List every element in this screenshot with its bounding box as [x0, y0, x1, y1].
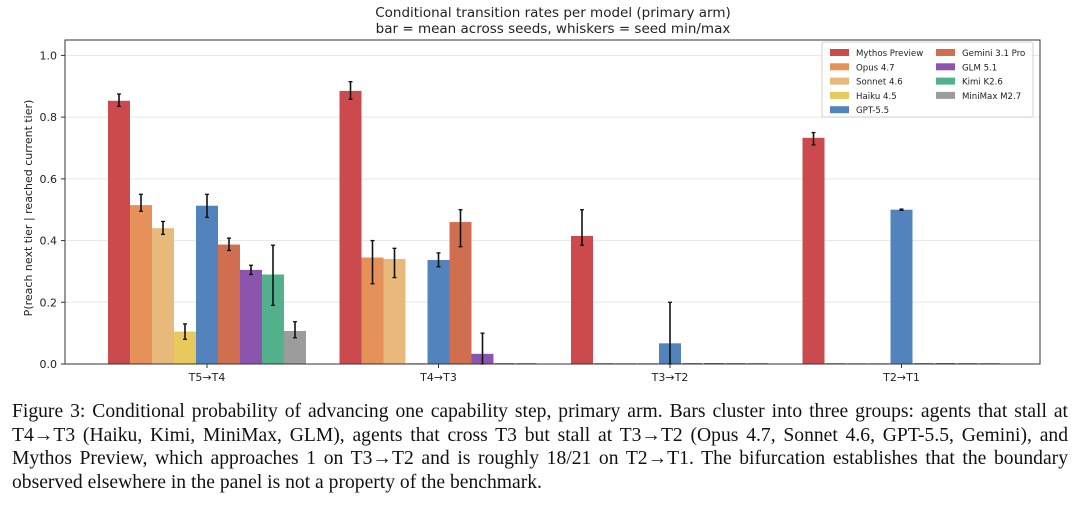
legend-box: [821, 41, 1034, 118]
bar: [361, 257, 384, 364]
y-tick-label: 0.8: [40, 111, 58, 124]
legend-label: Mythos Preview: [856, 49, 923, 59]
chart-title: Conditional transition rates per model (…: [375, 5, 731, 21]
bar: [240, 269, 262, 364]
legend-swatch: [830, 49, 849, 56]
bar-chart: Conditional transition rates per model (…: [22, 5, 1041, 384]
legend-label: Haiku 4.5: [856, 92, 897, 102]
bar: [284, 330, 306, 364]
bar: [130, 205, 152, 364]
legend-label: Gemini 3.1 Pro: [962, 49, 1025, 59]
bar: [383, 259, 406, 364]
bar: [449, 222, 472, 364]
y-tick-label: 0.4: [40, 235, 58, 248]
x-tick-label: T3→T2: [651, 371, 689, 384]
legend-swatch: [830, 63, 849, 71]
legend-label: MiniMax M2.7: [962, 92, 1021, 102]
y-tick-label: 0.2: [40, 296, 58, 309]
chart-subtitle: bar = mean across seeds, whiskers = seed…: [376, 21, 731, 37]
legend-label: Kimi K2.6: [962, 78, 1003, 88]
bar: [890, 209, 913, 364]
bar: [218, 244, 240, 364]
axes: 0.0 0.2 0.4 0.6 0.8 1.0 T5→T4 T4→T3 T3→T2 T2→T1: [40, 39, 1041, 384]
x-tick-label: T4→T3: [419, 371, 457, 384]
legend-swatch: [830, 77, 849, 85]
x-tick-label: T2→T1: [882, 371, 920, 384]
figure-caption: Figure 3: Conditional probability of adv…: [12, 401, 1068, 493]
bar: [427, 260, 450, 364]
bar: [108, 100, 130, 364]
legend-swatch: [936, 91, 955, 99]
bar: [802, 137, 825, 364]
legend-swatch: [830, 91, 849, 99]
bar: [152, 228, 174, 364]
x-tick-label: T5→T4: [188, 371, 226, 384]
bar: [174, 331, 196, 364]
y-axis-label: P(reach next tier | reached current tier…: [22, 100, 35, 317]
bar: [196, 205, 218, 364]
legend-swatch: [936, 77, 955, 85]
legend-swatch: [936, 49, 955, 56]
legend-swatch: [830, 106, 849, 114]
bar: [571, 235, 593, 364]
bar: [339, 90, 362, 365]
figure: Conditional transition rates per model (…: [12, 5, 1068, 493]
legend-label: GPT-5.5: [856, 106, 889, 116]
y-tick-label: 0.6: [40, 173, 58, 186]
bars: [108, 81, 1000, 365]
legend-swatch: [936, 63, 955, 71]
plot-frame: [64, 39, 1041, 365]
y-tick-label: 1.0: [40, 49, 58, 62]
legend: Mythos Preview Opus 4.7 Sonnet 4.6 Haiku 4.…: [821, 41, 1034, 118]
legend-label: Sonnet 4.6: [856, 78, 903, 88]
legend-label: Opus 4.7: [856, 63, 895, 73]
y-tick-label: 0.0: [40, 358, 58, 371]
legend-label: GLM 5.1: [962, 63, 997, 73]
bar: [262, 274, 284, 364]
